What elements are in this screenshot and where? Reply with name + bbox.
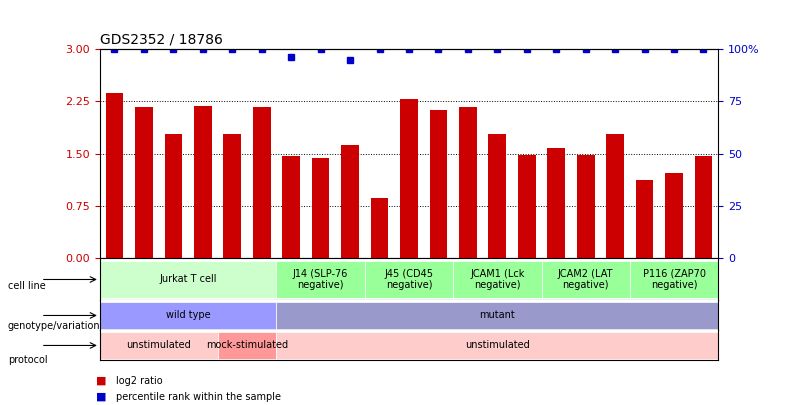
Text: unstimulated: unstimulated	[126, 341, 191, 350]
Bar	[371, 198, 389, 258]
Text: Jurkat T cell: Jurkat T cell	[160, 275, 217, 284]
FancyBboxPatch shape	[100, 260, 276, 298]
Bar	[694, 156, 713, 258]
Text: GDS2352 / 18786: GDS2352 / 18786	[100, 32, 223, 46]
Text: JCAM1 (Lck
negative): JCAM1 (Lck negative)	[470, 269, 524, 290]
FancyBboxPatch shape	[630, 260, 718, 298]
Bar	[429, 110, 447, 258]
Bar	[342, 145, 359, 258]
Bar	[164, 134, 182, 258]
Bar	[518, 155, 535, 258]
Text: mock-stimulated: mock-stimulated	[206, 341, 288, 350]
Bar	[459, 107, 476, 258]
Bar	[223, 134, 241, 258]
Bar	[135, 107, 152, 258]
FancyBboxPatch shape	[542, 260, 630, 298]
Text: J14 (SLP-76
negative): J14 (SLP-76 negative)	[293, 269, 348, 290]
Text: genotype/variation: genotype/variation	[8, 321, 101, 331]
Bar	[312, 158, 330, 258]
Bar	[488, 134, 506, 258]
FancyBboxPatch shape	[453, 260, 542, 298]
Text: ■: ■	[96, 376, 106, 386]
FancyBboxPatch shape	[276, 302, 718, 329]
Bar	[105, 93, 124, 258]
Text: J45 (CD45
negative): J45 (CD45 negative)	[385, 269, 433, 290]
Bar	[577, 155, 595, 258]
Bar	[194, 106, 211, 258]
Bar	[253, 107, 271, 258]
Text: percentile rank within the sample: percentile rank within the sample	[116, 392, 281, 402]
FancyBboxPatch shape	[365, 260, 453, 298]
Text: protocol: protocol	[8, 356, 48, 365]
Text: wild type: wild type	[166, 311, 211, 320]
Text: JCAM2 (LAT
negative): JCAM2 (LAT negative)	[558, 269, 614, 290]
Text: mutant: mutant	[480, 311, 516, 320]
Bar	[282, 156, 300, 258]
FancyBboxPatch shape	[100, 302, 276, 329]
Bar	[400, 99, 418, 258]
Text: log2 ratio: log2 ratio	[116, 376, 162, 386]
Bar	[636, 180, 654, 258]
FancyBboxPatch shape	[276, 332, 718, 359]
Text: ■: ■	[96, 392, 106, 402]
FancyBboxPatch shape	[100, 332, 218, 359]
Text: unstimulated: unstimulated	[465, 341, 530, 350]
Bar	[606, 134, 624, 258]
FancyBboxPatch shape	[276, 260, 365, 298]
Text: P116 (ZAP70
negative): P116 (ZAP70 negative)	[642, 269, 705, 290]
FancyBboxPatch shape	[218, 332, 276, 359]
Bar	[547, 148, 565, 258]
Text: cell line: cell line	[8, 281, 45, 290]
Bar	[666, 173, 683, 258]
